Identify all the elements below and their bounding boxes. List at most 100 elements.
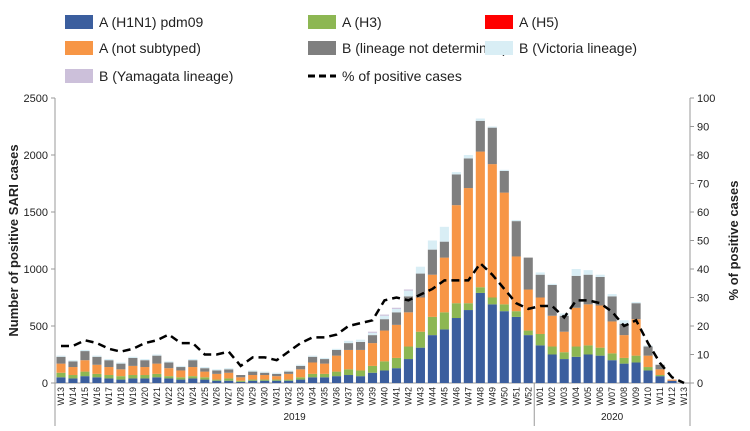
- y-tick-label: 1500: [24, 207, 48, 219]
- bar-segment: [535, 345, 545, 383]
- bar-segment: [272, 376, 282, 380]
- bar-segment: [643, 346, 653, 356]
- bar-segment: [320, 357, 330, 360]
- bar-segment: [415, 347, 425, 383]
- bar-segment: [583, 274, 593, 305]
- bar-segment: [92, 356, 102, 365]
- bar-segment: [355, 341, 366, 350]
- y-tick-label: 0: [42, 378, 48, 390]
- x-tick-label: W02: [547, 387, 557, 406]
- bar-segment: [463, 303, 473, 311]
- bar-segment: [487, 164, 497, 298]
- bar-segment: [379, 315, 390, 320]
- bar-segment: [320, 373, 330, 378]
- bar-segment: [212, 380, 222, 383]
- y2-tick-label: 100: [697, 93, 715, 105]
- bar-segment: [248, 370, 258, 372]
- bar-segment: [260, 375, 270, 380]
- x-tick-label: W37: [344, 387, 354, 406]
- bar-segment: [607, 360, 617, 383]
- bar-segment: [391, 357, 402, 369]
- bar-segment: [475, 118, 485, 121]
- bar-segment: [415, 266, 425, 274]
- y2-tick-label: 20: [697, 321, 709, 333]
- legend-swatch: [65, 15, 93, 29]
- bar-segment: [619, 335, 629, 358]
- bar-segment: [200, 371, 210, 378]
- bar-segment: [535, 272, 545, 275]
- bar-segment: [188, 367, 198, 377]
- x-tick-label: W47: [463, 387, 473, 406]
- bar-segment: [547, 283, 557, 285]
- bar-segment: [607, 321, 617, 354]
- bar-segment: [200, 367, 210, 369]
- bar-segment: [643, 345, 653, 347]
- bar-segment: [403, 312, 413, 347]
- bar-segment: [80, 360, 90, 372]
- bar-segment: [499, 192, 509, 305]
- bar-segment: [607, 294, 617, 297]
- bar-segment: [667, 380, 677, 383]
- bar-segment: [80, 351, 90, 361]
- bar-segment: [200, 379, 210, 383]
- bar-segment: [92, 364, 102, 374]
- x-tick-label: W28: [236, 387, 246, 406]
- bar-segment: [224, 372, 234, 379]
- bar-segment: [631, 302, 641, 304]
- bar-segment: [451, 318, 461, 383]
- x-tick-label: W03: [559, 387, 569, 406]
- bar-segment: [451, 172, 461, 175]
- bar-segment: [320, 359, 330, 364]
- bar-segment: [116, 362, 126, 364]
- bar-segment: [619, 320, 629, 324]
- legend-swatch: [65, 41, 93, 55]
- x-tick-label: W26: [212, 387, 222, 406]
- bar-segment: [104, 378, 114, 383]
- x-tick-label: W07: [607, 387, 617, 406]
- bar-segment: [439, 257, 449, 313]
- bar-segment: [212, 369, 222, 371]
- bar-segment: [236, 380, 246, 382]
- bar-segment: [212, 373, 222, 380]
- bar-segment: [511, 311, 521, 317]
- bar-segment: [535, 297, 545, 334]
- legend-swatch: [308, 15, 336, 29]
- bar-segment: [116, 363, 126, 370]
- x-tick-label: W16: [92, 387, 102, 406]
- legend-label: A (H3): [342, 14, 382, 30]
- bar-segment: [439, 226, 449, 242]
- bar-segment: [236, 377, 246, 381]
- bar-segment: [164, 368, 174, 377]
- bar-segment: [236, 381, 246, 383]
- bar-segment: [451, 303, 461, 319]
- y2-tick-label: 10: [697, 350, 709, 362]
- x-tick-label: W41: [391, 387, 401, 406]
- y2-axis-title: % of positive cases: [726, 181, 741, 301]
- bar-segment: [475, 120, 485, 152]
- x-tick-label: W31: [272, 387, 282, 406]
- bar-segment: [332, 348, 342, 350]
- bar-segment: [475, 287, 485, 293]
- x-tick-label: W44: [427, 387, 437, 406]
- bar-segment: [511, 221, 521, 257]
- bar-segment: [379, 319, 390, 331]
- legend-label: A (not subtyped): [99, 40, 201, 56]
- y2-tick-label: 0: [697, 378, 703, 390]
- bar-segment: [487, 304, 497, 383]
- bar-segment: [128, 375, 138, 379]
- bar-segment: [92, 355, 102, 357]
- bar-segment: [176, 367, 186, 371]
- legend-label: % of positive cases: [342, 68, 462, 84]
- bar-segment: [475, 151, 485, 288]
- bar-segment: [248, 371, 258, 376]
- bar-segment: [643, 355, 653, 368]
- bar-segment: [56, 363, 66, 373]
- bar-segment: [499, 169, 509, 171]
- bar-segment: [164, 362, 174, 369]
- bar-segment: [284, 380, 294, 383]
- bar-segment: [308, 355, 318, 357]
- bar-segment: [152, 354, 162, 356]
- bar-segment: [152, 355, 162, 364]
- x-tick-label: W13: [679, 387, 689, 406]
- bar-segment: [403, 296, 413, 313]
